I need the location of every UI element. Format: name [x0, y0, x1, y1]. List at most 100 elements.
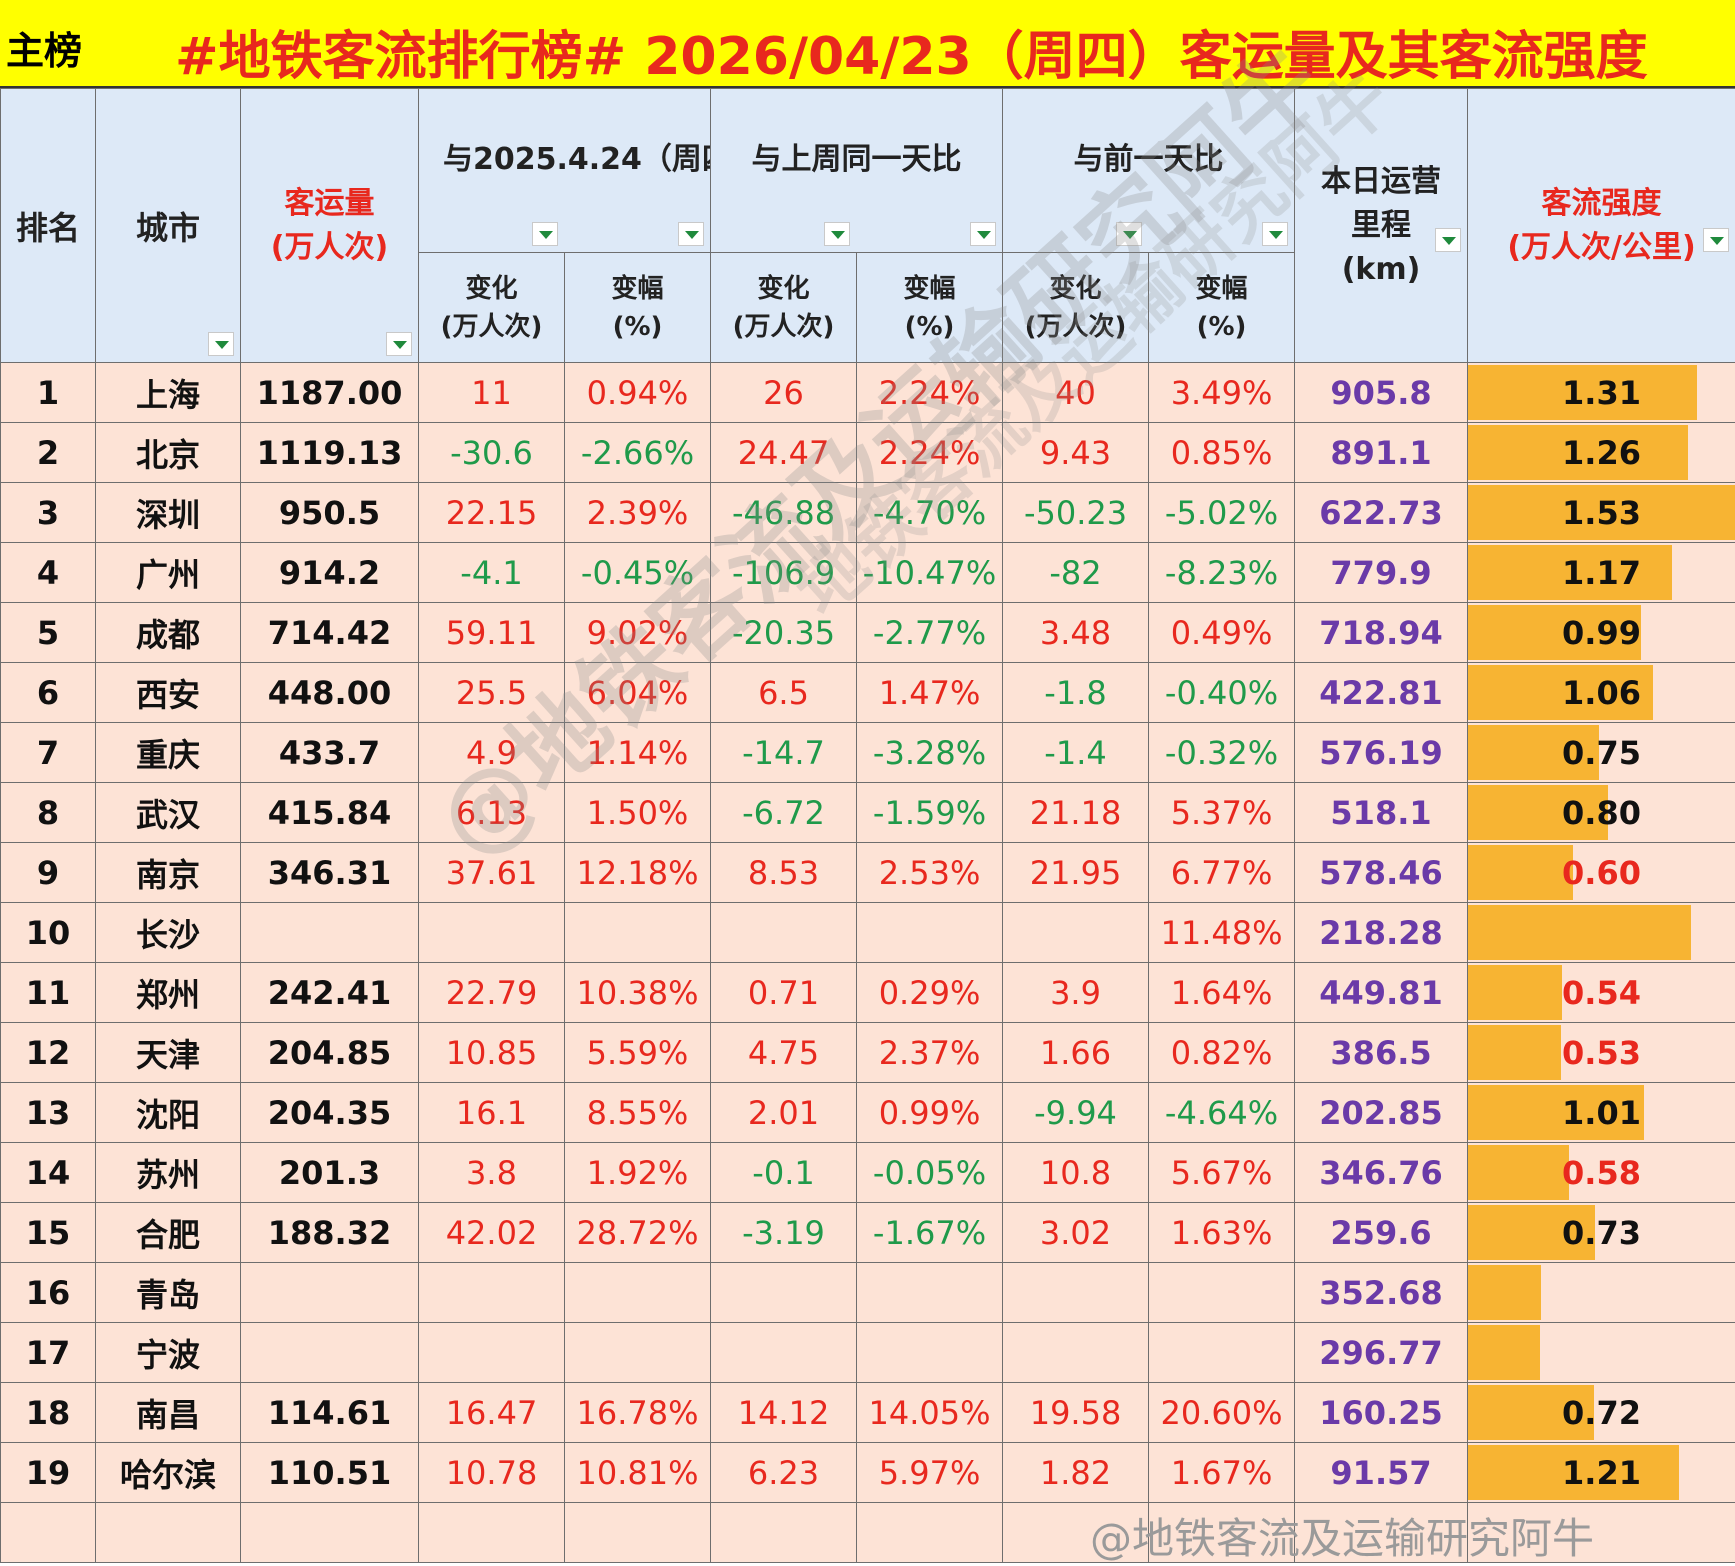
header-yoy-change: 变化(万人次) — [419, 253, 565, 363]
city-cell: 青岛 — [96, 1263, 241, 1323]
wow-pct-cell: 2.53% — [857, 843, 1003, 903]
filter-dropdown-icon[interactable] — [1262, 222, 1288, 246]
dod-pct-cell: 5.67% — [1149, 1143, 1295, 1203]
yoy-change-cell: 16.47 — [419, 1383, 565, 1443]
wow-pct-cell: -1.67% — [857, 1203, 1003, 1263]
volume-cell: 448.00 — [241, 663, 419, 723]
wow-change-cell: 8.53 — [711, 843, 857, 903]
dod-pct-cell: 3.49% — [1149, 363, 1295, 423]
wow-change-cell: 6.5 — [711, 663, 857, 723]
city-cell: 南京 — [96, 843, 241, 903]
wow-pct-cell: 14.05% — [857, 1383, 1003, 1443]
intensity-cell: 0.72 — [1468, 1383, 1735, 1443]
intensity-cell: 0.58 — [1468, 1143, 1735, 1203]
rank-cell: 13 — [1, 1083, 96, 1143]
volume-cell: 1119.13 — [241, 423, 419, 483]
yoy-change-cell — [419, 1263, 565, 1323]
city-cell: 成都 — [96, 603, 241, 663]
yoy-change-cell: 25.5 — [419, 663, 565, 723]
dod-change-cell: 10.8 — [1003, 1143, 1149, 1203]
dod-pct-cell: -8.23% — [1149, 543, 1295, 603]
dod-pct-cell: -4.64% — [1149, 1083, 1295, 1143]
wow-change-cell — [711, 1323, 857, 1383]
rank-cell: 17 — [1, 1323, 96, 1383]
intensity-cell: 1.21 — [1468, 1443, 1735, 1503]
header-yoy-group: 与2025.4.24（周四）比 — [419, 89, 711, 253]
intensity-value: 0.80 — [1562, 794, 1641, 832]
city-cell: 重庆 — [96, 723, 241, 783]
volume-cell: 201.3 — [241, 1143, 419, 1203]
intensity-value: 0.72 — [1562, 1394, 1641, 1432]
filter-dropdown-icon[interactable] — [678, 222, 704, 246]
volume-cell — [241, 903, 419, 963]
intensity-value: 0.99 — [1562, 614, 1641, 652]
filter-dropdown-icon[interactable] — [1116, 222, 1142, 246]
yoy-change-cell: 42.02 — [419, 1203, 565, 1263]
intensity-cell: 0.80 — [1468, 783, 1735, 843]
dod-change-cell: 21.95 — [1003, 843, 1149, 903]
yoy-change-cell: 4.9 — [419, 723, 565, 783]
wow-pct-cell: -10.47% — [857, 543, 1003, 603]
filter-dropdown-icon[interactable] — [208, 332, 234, 356]
dod-change-cell — [1003, 1263, 1149, 1323]
city-cell: 沈阳 — [96, 1083, 241, 1143]
dod-pct-cell: 11.48% — [1149, 903, 1295, 963]
dod-change-cell: -1.8 — [1003, 663, 1149, 723]
dod-change-cell: 3.48 — [1003, 603, 1149, 663]
wow-change-cell: -106.9 — [711, 543, 857, 603]
yoy-pct-cell: 1.92% — [565, 1143, 711, 1203]
filter-dropdown-icon[interactable] — [824, 222, 850, 246]
wow-change-cell: 2.01 — [711, 1083, 857, 1143]
yoy-change-cell — [419, 903, 565, 963]
wow-pct-cell: -2.77% — [857, 603, 1003, 663]
dod-pct-cell: -5.02% — [1149, 483, 1295, 543]
dod-pct-cell: -0.32% — [1149, 723, 1295, 783]
empty-cell — [1295, 1503, 1468, 1563]
yoy-change-cell: 6.13 — [419, 783, 565, 843]
city-cell: 郑州 — [96, 963, 241, 1023]
intensity-value: 1.53 — [1562, 494, 1641, 532]
rank-cell: 5 — [1, 603, 96, 663]
rank-cell: 4 — [1, 543, 96, 603]
rank-cell: 3 — [1, 483, 96, 543]
yoy-pct-cell: 5.59% — [565, 1023, 711, 1083]
yoy-pct-cell: 16.78% — [565, 1383, 711, 1443]
wow-change-cell: 4.75 — [711, 1023, 857, 1083]
intensity-bar — [1468, 845, 1573, 900]
filter-dropdown-icon[interactable] — [386, 332, 412, 356]
volume-cell: 242.41 — [241, 963, 419, 1023]
yoy-pct-cell — [565, 1323, 711, 1383]
rank-cell: 9 — [1, 843, 96, 903]
mileage-cell: 218.28 — [1295, 903, 1468, 963]
intensity-cell: 1.53 — [1468, 483, 1735, 543]
yoy-change-cell: 59.11 — [419, 603, 565, 663]
filter-dropdown-icon[interactable] — [532, 222, 558, 246]
rank-cell: 14 — [1, 1143, 96, 1203]
filter-dropdown-icon[interactable] — [1435, 228, 1461, 252]
filter-dropdown-icon[interactable] — [1703, 228, 1729, 252]
mileage-cell: 905.8 — [1295, 363, 1468, 423]
rank-cell: 15 — [1, 1203, 96, 1263]
dod-change-cell: 19.58 — [1003, 1383, 1149, 1443]
intensity-cell: 0.53 — [1468, 1023, 1735, 1083]
wow-change-cell: 6.23 — [711, 1443, 857, 1503]
intensity-bar — [1468, 1325, 1540, 1380]
mileage-cell: 91.57 — [1295, 1443, 1468, 1503]
mileage-cell: 352.68 — [1295, 1263, 1468, 1323]
empty-cell — [1, 1503, 96, 1563]
header-yoy-pct: 变幅(%) — [565, 253, 711, 363]
filter-dropdown-icon[interactable] — [970, 222, 996, 246]
empty-cell — [419, 1503, 565, 1563]
yoy-pct-cell: -2.66% — [565, 423, 711, 483]
table-row-empty — [1, 1503, 1735, 1563]
mileage-cell: 386.5 — [1295, 1023, 1468, 1083]
dod-change-cell: -82 — [1003, 543, 1149, 603]
empty-cell — [711, 1503, 857, 1563]
wow-pct-cell — [857, 903, 1003, 963]
rank-cell: 18 — [1, 1383, 96, 1443]
